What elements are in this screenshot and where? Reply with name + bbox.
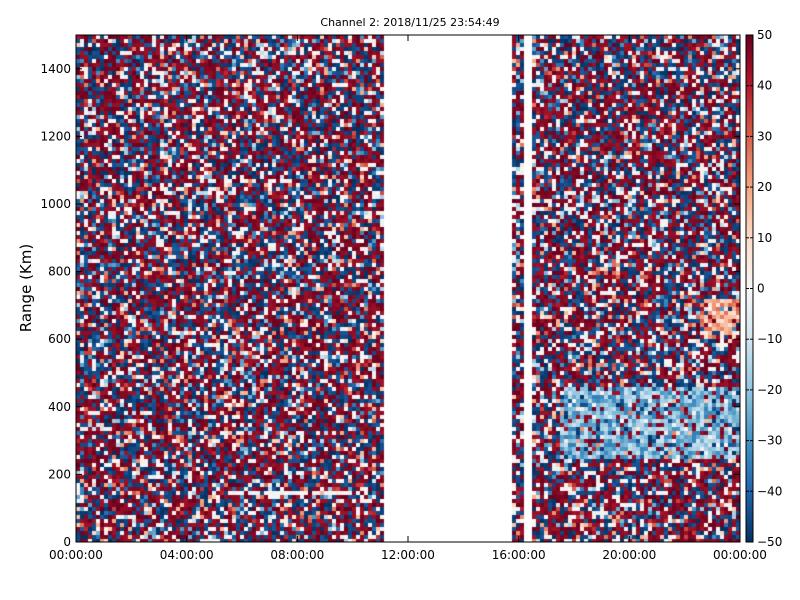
colorbar-tick-label: 50	[757, 28, 772, 42]
x-tick-label: 12:00:00	[381, 548, 435, 562]
colorbar-tick-label: 10	[757, 231, 772, 245]
y-axis: 0 200 400 600 800 1000 1200 1400	[40, 62, 740, 549]
x-tick-label: 08:00:00	[270, 548, 324, 562]
heatmap-image	[76, 35, 740, 542]
chart-title: Channel 2: 2018/11/25 23:54:49	[320, 16, 499, 29]
colorbar-tick-label: −20	[757, 383, 782, 397]
plot-area	[76, 35, 740, 542]
colorbar-tick-label: −40	[757, 484, 782, 498]
colorbar-gradient	[746, 35, 753, 542]
x-tick-label: 00:00:00	[713, 548, 767, 562]
y-tick-label: 1000	[40, 197, 71, 211]
y-tick-label: 1400	[40, 62, 71, 76]
x-tick-label: 20:00:00	[602, 548, 656, 562]
y-axis-label: Range (Km)	[17, 244, 35, 332]
colorbar-tick-label: 40	[757, 79, 772, 93]
colorbar-tick-label: −10	[757, 332, 782, 346]
colorbar: 50 40 30 20 10 0 −10 −20 −30 −40 −50	[745, 28, 782, 549]
y-tick-label: 200	[48, 467, 71, 481]
y-tick-label: 800	[48, 265, 71, 279]
y-tick-label: 1200	[40, 129, 71, 143]
x-tick-label: 16:00:00	[492, 548, 546, 562]
x-axis: 00:00:00 04:00:00 08:00:00 12:00:00 16:00:00…	[49, 35, 767, 562]
colorbar-tick-label: 30	[757, 129, 772, 143]
y-tick-label: 600	[48, 332, 71, 346]
colorbar-tick-label: −50	[757, 535, 782, 549]
colorbar-tick-label: 20	[757, 180, 772, 194]
y-tick-label: 0	[63, 535, 71, 549]
x-tick-label: 00:00:00	[49, 548, 103, 562]
colorbar-tick-label: 0	[757, 282, 765, 296]
y-tick-label: 400	[48, 400, 71, 414]
colorbar-tick-label: −30	[757, 434, 782, 448]
x-tick-label: 04:00:00	[160, 548, 214, 562]
